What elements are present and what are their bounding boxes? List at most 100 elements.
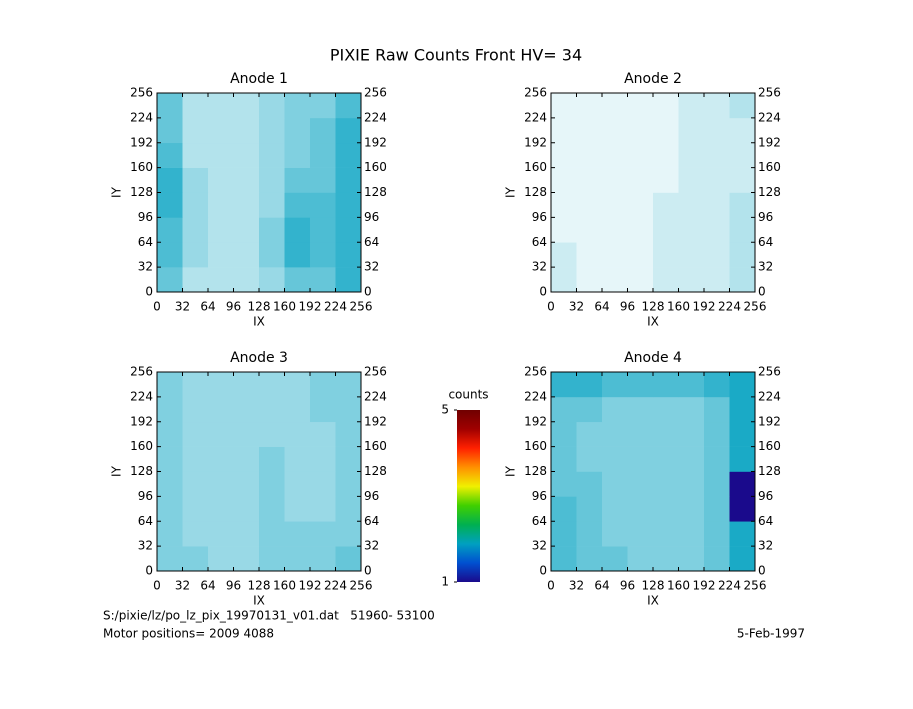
heat-cell bbox=[335, 521, 362, 547]
heat-cell bbox=[704, 471, 730, 497]
x-tick-label: 224 bbox=[718, 300, 741, 314]
heat-cell bbox=[653, 471, 679, 497]
x-tick-label: 256 bbox=[744, 579, 767, 593]
x-tick-label: 96 bbox=[620, 300, 635, 314]
heat-cell bbox=[551, 546, 577, 572]
heat-cell bbox=[602, 167, 628, 193]
heat-cell bbox=[704, 242, 730, 268]
heat-cell bbox=[182, 521, 209, 547]
heat-cell bbox=[678, 496, 705, 522]
heat-cell bbox=[653, 142, 679, 168]
footer-date: 5-Feb-1997 bbox=[737, 627, 805, 641]
y2-tick-label: 224 bbox=[758, 389, 781, 403]
y2-tick-label: 128 bbox=[364, 185, 387, 199]
y2-tick-label: 96 bbox=[364, 210, 379, 224]
y2-tick-label: 0 bbox=[758, 285, 766, 299]
heat-cell bbox=[704, 496, 730, 522]
heat-cell bbox=[310, 546, 336, 572]
heat-cell bbox=[729, 546, 756, 572]
heat-cell bbox=[233, 142, 260, 168]
heat-cell bbox=[284, 521, 311, 547]
heat-cell bbox=[182, 167, 209, 193]
heat-cell bbox=[576, 117, 603, 144]
heat-cell bbox=[259, 421, 285, 447]
y2-tick-label: 96 bbox=[364, 489, 379, 503]
heat-cell bbox=[627, 546, 654, 572]
x-tick-label: 192 bbox=[693, 579, 716, 593]
heat-cell bbox=[310, 93, 336, 119]
y-tick-label: 128 bbox=[130, 185, 153, 199]
heat-cell bbox=[551, 142, 577, 168]
heat-cell bbox=[678, 142, 705, 168]
y2-tick-label: 256 bbox=[364, 86, 387, 100]
heat-cell bbox=[653, 192, 679, 218]
heat-cell bbox=[627, 142, 654, 168]
y2-tick-label: 192 bbox=[758, 135, 781, 149]
heat-cell bbox=[208, 521, 234, 547]
heat-cell bbox=[729, 446, 756, 472]
heat-cell bbox=[233, 421, 260, 447]
y-tick-label: 192 bbox=[130, 135, 153, 149]
y-tick-label: 224 bbox=[524, 389, 547, 403]
y2-tick-label: 32 bbox=[758, 260, 773, 274]
heat-cell bbox=[729, 396, 756, 423]
heat-cell bbox=[551, 217, 577, 243]
heat-cell bbox=[182, 93, 209, 119]
heat-cell bbox=[729, 372, 756, 398]
y-tick-label: 96 bbox=[532, 210, 547, 224]
heat-cell bbox=[335, 167, 362, 193]
panel-title: Anode 4 bbox=[624, 350, 682, 366]
y-tick-label: 224 bbox=[130, 389, 153, 403]
heat-cell bbox=[653, 546, 679, 572]
y2-tick-label: 0 bbox=[758, 564, 766, 578]
heat-cell bbox=[653, 117, 679, 144]
heat-cell bbox=[627, 421, 654, 447]
heat-cell bbox=[602, 471, 628, 497]
heat-cell bbox=[576, 142, 603, 168]
heat-cell bbox=[233, 396, 260, 423]
y2-tick-label: 160 bbox=[364, 160, 387, 174]
heat-cell bbox=[602, 192, 628, 218]
heat-cell bbox=[284, 372, 311, 398]
heat-cell bbox=[233, 117, 260, 144]
y2-tick-label: 32 bbox=[758, 539, 773, 553]
heat-cell bbox=[602, 446, 628, 472]
heat-cell bbox=[704, 93, 730, 119]
heat-cell bbox=[259, 117, 285, 144]
heat-cell bbox=[208, 496, 234, 522]
heat-cell bbox=[576, 521, 603, 547]
heat-cell bbox=[335, 142, 362, 168]
y2-tick-label: 256 bbox=[364, 365, 387, 379]
x-tick-label: 128 bbox=[642, 300, 665, 314]
heat-cell bbox=[576, 217, 603, 243]
colorbar-label: counts bbox=[448, 388, 488, 402]
x-tick-label: 160 bbox=[273, 579, 296, 593]
heat-cell bbox=[704, 267, 730, 293]
x-tick-label: 96 bbox=[226, 300, 241, 314]
heat-cell bbox=[602, 496, 628, 522]
heat-cell bbox=[157, 242, 183, 268]
x-tick-label: 160 bbox=[667, 579, 690, 593]
heat-cell bbox=[602, 396, 628, 423]
heat-cell bbox=[284, 167, 311, 193]
heat-cell bbox=[284, 546, 311, 572]
heat-cell bbox=[627, 217, 654, 243]
heat-cell bbox=[551, 396, 577, 423]
y-tick-label: 96 bbox=[138, 210, 153, 224]
heat-cell bbox=[335, 242, 362, 268]
heat-cell bbox=[602, 521, 628, 547]
heat-cell bbox=[678, 167, 705, 193]
heat-cell bbox=[208, 242, 234, 268]
heat-cell bbox=[729, 192, 756, 218]
x-tick-label: 192 bbox=[693, 300, 716, 314]
heat-cell bbox=[653, 167, 679, 193]
x-tick-label: 128 bbox=[248, 300, 271, 314]
x-axis-label: IX bbox=[253, 594, 265, 608]
x-tick-label: 192 bbox=[299, 300, 322, 314]
heat-cell bbox=[157, 521, 183, 547]
heat-cell bbox=[182, 471, 209, 497]
heat-cell bbox=[208, 372, 234, 398]
y2-tick-label: 160 bbox=[758, 160, 781, 174]
heat-cell bbox=[335, 372, 362, 398]
heat-cell bbox=[576, 496, 603, 522]
